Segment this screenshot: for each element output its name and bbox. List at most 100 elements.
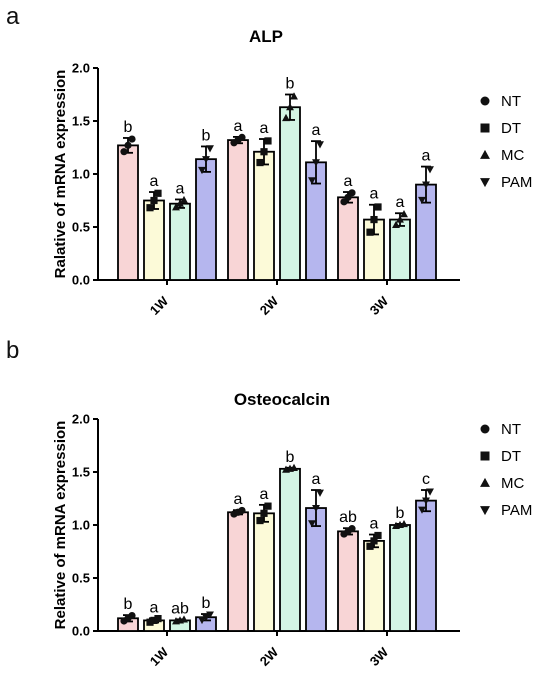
data-point (264, 137, 272, 145)
y-tick-label: 1.5 (72, 465, 90, 480)
significance-letter: b (396, 505, 405, 522)
panel-letter-b: b (6, 337, 19, 364)
data-point (154, 189, 162, 197)
data-point (146, 618, 154, 626)
x-category-label: 3W (367, 293, 392, 318)
y-tick-label: 0.0 (72, 624, 90, 639)
data-point (316, 141, 324, 149)
data-point (418, 196, 426, 205)
significance-letter: a (260, 486, 269, 503)
data-point (150, 616, 158, 624)
data-point (180, 195, 188, 204)
bar-PAM-1W (195, 158, 217, 281)
legend-marker-NT (480, 424, 490, 434)
legend-marker-MC (480, 149, 490, 159)
data-point (418, 506, 426, 514)
chart-osteocalcin: Osteocalcin Relative of mRNA expression … (52, 390, 460, 669)
significance-letter: a (234, 118, 243, 135)
bar-MC-2W (279, 106, 301, 281)
bar-MC-3W (389, 524, 411, 632)
data-point (172, 203, 180, 211)
data-point (198, 166, 206, 175)
legend-label: MC (501, 475, 524, 492)
significance-letter: ab (171, 600, 189, 617)
data-point (256, 158, 264, 167)
data-point (256, 516, 264, 525)
data-point (370, 215, 378, 224)
bar-DT-3W (363, 540, 385, 632)
data-point (374, 203, 382, 211)
legend-marker-MC (480, 477, 490, 487)
y-tick-label: 2.0 (72, 61, 90, 76)
legend-label: NT (501, 93, 521, 110)
data-point (422, 497, 430, 505)
legend-label: MC (501, 147, 524, 164)
data-point (374, 531, 382, 540)
y-tick-label: 1.0 (72, 167, 90, 182)
data-point (264, 502, 272, 510)
data-point (282, 113, 290, 122)
bar-NT-3W (337, 530, 359, 632)
legend-marker-DT (480, 123, 490, 133)
significance-letter: a (370, 186, 379, 203)
data-point (308, 177, 316, 185)
data-point (146, 204, 154, 212)
significance-letter: b (202, 595, 211, 612)
data-point (396, 215, 404, 223)
legend-osteocalcin: NT DT MC PAM (480, 421, 532, 519)
data-point (202, 614, 210, 622)
legend-label: PAM (501, 174, 532, 191)
significance-letter: b (202, 127, 211, 144)
legend-alp: NT DT MC PAM (480, 93, 532, 191)
data-point (128, 611, 136, 620)
data-point (392, 220, 400, 229)
data-point (260, 148, 268, 156)
significance-letter: a (396, 194, 405, 211)
data-point (370, 537, 378, 545)
legend-marker-PAM (480, 506, 490, 516)
y-axis-label: Ralative of mRNA expression (52, 70, 69, 279)
significance-letter: ab (339, 509, 357, 526)
y-tick-label: 1.5 (72, 114, 90, 129)
data-point (290, 463, 298, 471)
data-point (366, 228, 374, 236)
data-point (366, 542, 374, 550)
data-point (260, 509, 268, 517)
legend-marker-NT (480, 96, 490, 106)
significance-letter: a (312, 471, 321, 488)
x-category-label: 2W (257, 644, 282, 669)
y-axis-label: Relative of mRNA expression (52, 421, 69, 630)
data-point (426, 488, 434, 496)
bar-DT-2W (253, 512, 275, 632)
x-category-label: 1W (147, 293, 172, 318)
legend-marker-PAM (480, 178, 490, 188)
bar-DT-1W (143, 199, 165, 281)
data-point (316, 489, 324, 497)
data-point (128, 135, 136, 143)
chart-title: ALP (249, 27, 283, 46)
legend-marker-DT (480, 451, 490, 461)
data-point (400, 519, 408, 528)
data-point (348, 189, 356, 197)
data-point (198, 616, 206, 625)
significance-letter: a (370, 516, 379, 533)
data-point (206, 611, 214, 619)
data-point (348, 525, 356, 533)
data-point (290, 92, 298, 100)
data-point (400, 210, 408, 218)
data-point (312, 159, 320, 167)
data-point (286, 103, 294, 111)
y-tick-label: 0.5 (72, 220, 90, 235)
data-point (312, 504, 320, 513)
data-point (154, 614, 162, 623)
data-point (422, 181, 430, 189)
bar-DT-2W (253, 150, 275, 281)
panel-letter-a: a (6, 3, 20, 30)
chart-alp: ALP Ralative of mRNA expression 0.0 0.5 1.… (52, 27, 460, 318)
data-point (124, 141, 132, 149)
significance-letter: a (312, 122, 321, 139)
data-point (308, 520, 316, 528)
bar-PAM-3W (415, 499, 437, 632)
significance-letter: a (344, 173, 353, 190)
